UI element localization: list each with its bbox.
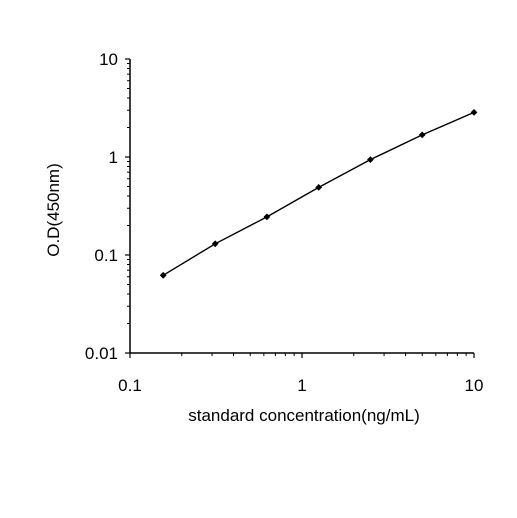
series-layer (159, 109, 478, 279)
data-point (263, 213, 271, 221)
y-axis-label: O.D(450nm) (44, 163, 63, 257)
data-point (367, 156, 374, 163)
x-tick-label: 1 (297, 376, 306, 395)
y-tick-label: 0.01 (85, 344, 118, 363)
y-tick-label: 1 (109, 148, 118, 167)
x-tick-label: 0.1 (118, 376, 142, 395)
data-point (159, 271, 167, 279)
x-tick-label: 10 (465, 376, 484, 395)
data-point (418, 131, 426, 139)
series-line (162, 111, 475, 276)
data-point (470, 109, 478, 116)
x-axis-label: standard concentration(ng/mL) (188, 406, 420, 425)
y-axis-ticks: 0.01 0.1 1 10 (85, 50, 130, 363)
data-point (315, 184, 323, 191)
data-point (211, 240, 219, 248)
y-tick-label: 0.1 (94, 246, 118, 265)
x-axis-ticks: 0.1 1 10 (118, 353, 483, 395)
y-tick-label: 10 (99, 50, 118, 69)
